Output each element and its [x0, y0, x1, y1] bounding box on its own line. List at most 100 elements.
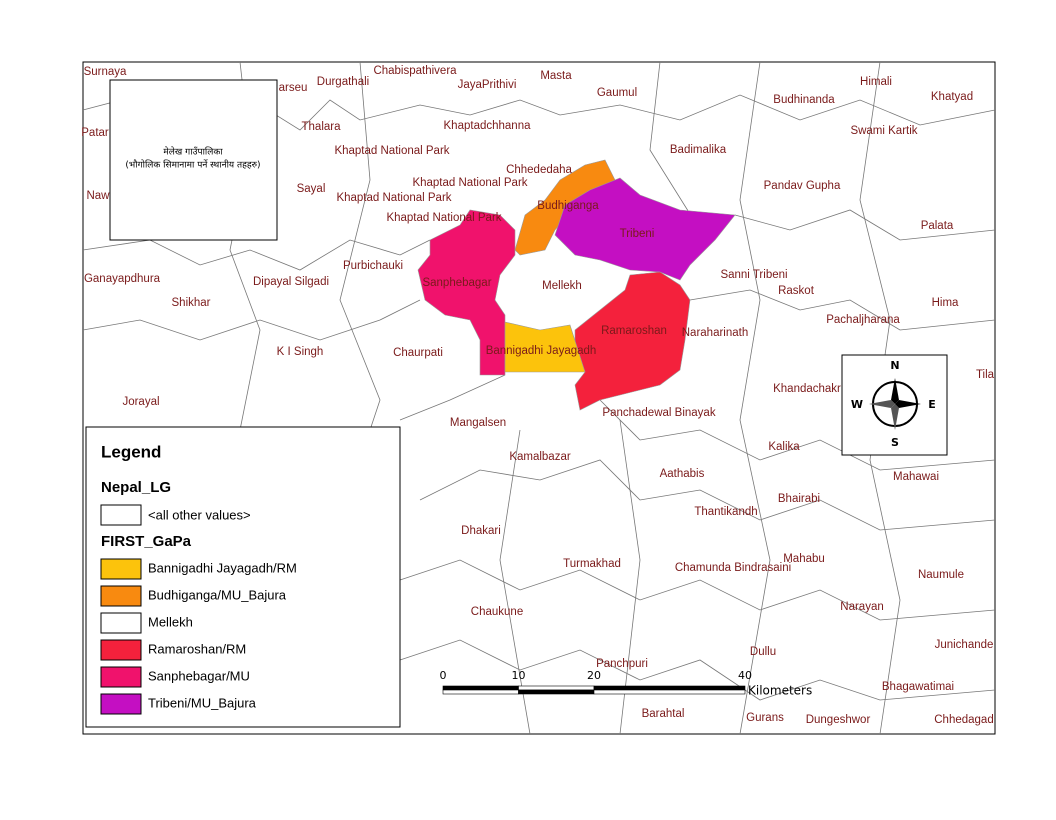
place-label: Kalika — [768, 441, 800, 453]
scale-tick-label: 0 — [440, 669, 447, 682]
place-label: Pachaljharana — [826, 314, 900, 326]
place-label: Hima — [932, 297, 959, 309]
place-label: Durgathali — [317, 76, 369, 88]
scale-tick-label: 20 — [587, 669, 601, 682]
place-label: Palata — [921, 220, 954, 232]
place-label: Ramaroshan — [601, 325, 667, 337]
legend-label: Sanphebagar/MU — [148, 668, 250, 683]
legend: Legend Nepal_LG <all other values> FIRST… — [85, 426, 401, 728]
place-label: Panchpuri — [596, 658, 648, 670]
highlighted-units — [417, 159, 736, 411]
title-line: मेलेख गाउँपालिका — [163, 146, 223, 158]
compass-needle — [869, 400, 895, 408]
scale-bar: 0 10 20 40 Kilometers — [440, 669, 813, 698]
place-label: Tribeni — [620, 228, 655, 240]
place-label: Chhededaha — [506, 164, 572, 176]
compass: N S E W — [841, 354, 948, 456]
scale-segment — [518, 689, 595, 695]
legend-label: Ramaroshan/RM — [148, 641, 246, 656]
legend-layer: FIRST_GaPa — [101, 533, 192, 550]
legend-label: Bannigadhi Jayagadh/RM — [148, 560, 297, 575]
scale-segment — [593, 685, 746, 691]
place-label: Budhinanda — [773, 94, 835, 106]
place-label: Dullu — [750, 646, 776, 658]
compass-n: N — [890, 359, 899, 372]
compass-needle — [895, 400, 921, 408]
place-label: arseu — [279, 82, 308, 94]
place-label: Bannigadhi Jayagadh — [486, 345, 597, 357]
place-label: Surnaya — [84, 66, 127, 78]
place-label: Aathabis — [660, 468, 705, 480]
place-label: Swami Kartik — [850, 125, 917, 137]
legend-label: <all other values> — [148, 507, 251, 522]
place-label: Tila — [976, 369, 995, 381]
scale-tick-label: 10 — [512, 669, 526, 682]
title-line: (भौगोलिक सिमानामा पर्ने स्थानीय तहहरु) — [125, 159, 260, 171]
legend-swatch — [100, 504, 142, 526]
place-label: Bhairabi — [778, 493, 820, 505]
compass-needle — [891, 404, 899, 430]
place-label: Patar — [81, 127, 109, 139]
legend-swatch — [100, 612, 142, 634]
place-label: Bhagawatimai — [882, 681, 954, 693]
legend-layer: Nepal_LG — [101, 479, 171, 496]
place-labels: Surnaya arseu Durgathali ChabispathiveraJay… — [81, 65, 994, 726]
place-label: Masta — [540, 70, 572, 82]
place-label: Junichande — [935, 639, 994, 651]
legend-label: Budhiganga/MU_Bajura — [148, 587, 287, 602]
place-label: Khaptad National Park — [386, 212, 501, 224]
compass-needle — [891, 378, 899, 404]
compass-s: S — [891, 436, 899, 449]
place-label: Dipayal Silgadi — [253, 276, 329, 288]
place-label: Khaptadchhanna — [444, 120, 532, 132]
scale-unit: Kilometers — [748, 684, 812, 698]
place-label: Chamunda Bindrasaini — [675, 562, 791, 574]
scale-segment — [593, 689, 746, 695]
place-label: Dhakari — [461, 525, 501, 537]
place-label: K I Singh — [277, 346, 324, 358]
place-label: Khaptad National Park — [336, 192, 451, 204]
legend-label: Tribeni/MU_Bajura — [148, 695, 257, 710]
place-label: Narayan — [840, 601, 883, 613]
place-label: Ganayapdhura — [84, 273, 161, 285]
place-label: Thantikandh — [694, 506, 757, 518]
place-label: Jorayal — [122, 396, 159, 408]
compass-w: W — [851, 398, 863, 411]
legend-swatch — [100, 666, 142, 688]
place-label: Thalara — [302, 121, 342, 133]
title-box — [109, 79, 278, 241]
place-label: Naumule — [918, 569, 964, 581]
place-label: Barahtal — [642, 708, 685, 720]
place-label: Gaumul — [597, 87, 637, 99]
place-label: Shikhar — [172, 297, 211, 309]
place-label: Chaurpati — [393, 347, 443, 359]
compass-e: E — [928, 398, 936, 411]
bannigadhi-area — [504, 321, 586, 373]
legend-swatch — [100, 558, 142, 580]
place-label: Badimalika — [670, 144, 727, 156]
place-label: Kamalbazar — [509, 451, 571, 463]
legend-label: Mellekh — [148, 614, 193, 629]
place-label: Purbichauki — [343, 260, 403, 272]
legend-swatch — [100, 639, 142, 661]
place-label: Naraharinath — [682, 327, 748, 339]
legend-title: Legend — [101, 442, 161, 461]
scale-segment — [442, 685, 519, 691]
place-label: Turmakhad — [563, 558, 621, 570]
place-label: Sayal — [297, 183, 326, 195]
place-label: Chabispathivera — [373, 65, 457, 77]
tribeni-area — [554, 177, 736, 281]
legend-swatch — [100, 693, 142, 715]
place-label: Himali — [860, 76, 892, 88]
legend-swatch — [100, 585, 142, 607]
place-label: Sanphebagar — [422, 277, 491, 289]
place-label: Raskot — [778, 285, 815, 297]
place-label: Sanni Tribeni — [720, 269, 787, 281]
place-label: Chaukune — [471, 606, 523, 618]
place-label: JayaPrithivi — [458, 79, 517, 91]
place-label: Gurans — [746, 712, 784, 724]
place-label: Panchadewal Binayak — [602, 407, 715, 419]
place-label: Khaptad National Park — [334, 145, 449, 157]
place-label: Khatyad — [931, 91, 973, 103]
